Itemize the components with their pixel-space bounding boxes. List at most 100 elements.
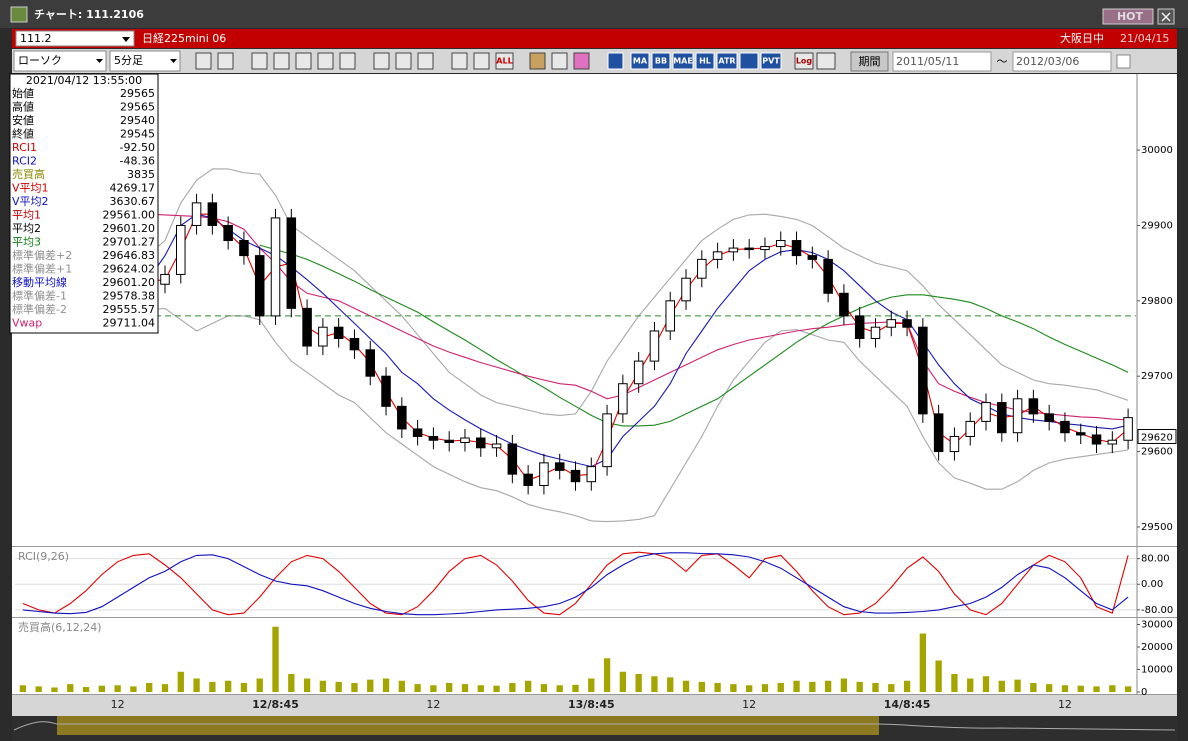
volume-bar <box>1124 686 1132 692</box>
date-separator: ～ <box>997 55 1008 68</box>
candle-body <box>918 326 928 415</box>
log-button[interactable] <box>794 52 814 70</box>
volume-bar <box>1014 679 1021 692</box>
info-value: 29540 <box>120 114 155 127</box>
hl-button[interactable] <box>695 52 715 70</box>
candle-body <box>444 439 454 444</box>
symbol-input[interactable] <box>15 30 135 47</box>
tool-button[interactable] <box>529 52 546 70</box>
tool-button[interactable] <box>373 52 390 70</box>
info-value: 29555.57 <box>103 303 156 316</box>
info-label: RCI2 <box>12 155 37 168</box>
info-value: 29545 <box>120 128 155 141</box>
candle-body <box>712 251 723 260</box>
volume-bar <box>603 658 611 692</box>
volume-bar <box>730 684 737 692</box>
from-date: 2011/05/11 <box>896 55 959 68</box>
tool-button[interactable] <box>739 52 759 70</box>
volume-bar <box>824 680 832 692</box>
dropdown-arrow <box>170 59 177 63</box>
tool-button[interactable] <box>395 52 412 70</box>
volume-bar <box>698 681 705 692</box>
bb-button[interactable] <box>651 52 671 70</box>
y-tick-label: -80.00 <box>1141 605 1173 616</box>
candle-body <box>870 326 881 340</box>
volume-bar <box>903 680 911 692</box>
info-datetime: 2021/04/12 13:55:00 <box>26 74 142 87</box>
info-label: 標準偏差-1 <box>12 289 67 303</box>
volume-bar <box>367 679 374 692</box>
candle-body <box>286 217 297 309</box>
tool-button[interactable] <box>607 52 624 70</box>
tool-button[interactable] <box>295 52 312 70</box>
tool-button[interactable] <box>273 52 290 70</box>
volume-bar <box>856 681 863 692</box>
period-button[interactable] <box>850 51 889 72</box>
volume-bar <box>114 685 121 692</box>
x-tick-label: 14/8:45 <box>884 698 931 711</box>
volume-bar <box>51 687 58 692</box>
volume-bar <box>714 683 721 692</box>
candle-body <box>1091 434 1102 445</box>
volume-bar <box>240 683 248 692</box>
plot: 29500 29600 29700 29800 29900 30000 29620 12 12/… <box>15 145 1177 711</box>
volume-bar <box>335 681 342 692</box>
date: 21/04/15 <box>1120 32 1169 45</box>
volume-bar <box>588 678 595 692</box>
zoom-button[interactable] <box>195 52 212 70</box>
volume-bar <box>619 671 627 692</box>
tool-button[interactable] <box>573 52 590 70</box>
volume-bar <box>493 685 500 692</box>
volume-bar <box>998 680 1005 692</box>
to-date-input[interactable] <box>1012 51 1112 72</box>
volume-bar <box>288 674 295 692</box>
candle-body <box>365 349 376 377</box>
candle-body <box>949 435 960 453</box>
info-label: 標準偏差-2 <box>12 302 67 316</box>
icon-label: MA <box>633 57 648 66</box>
tool-button[interactable] <box>816 52 836 70</box>
x-tick-label: 12 <box>742 698 756 711</box>
volume-bar <box>303 678 311 692</box>
chart-type: ローソク <box>18 54 62 67</box>
x-tick-label: 12/8:45 <box>252 698 299 711</box>
volume-bar <box>509 683 516 692</box>
atr-button[interactable] <box>716 52 738 70</box>
tool-button[interactable] <box>339 52 356 70</box>
hot-badge[interactable] <box>1102 8 1154 25</box>
session: 大阪日中 <box>1060 31 1104 45</box>
candle-body <box>381 375 391 407</box>
pvt-button[interactable] <box>760 52 782 70</box>
cross-button[interactable] <box>217 52 234 70</box>
tool-button[interactable] <box>317 52 334 70</box>
scroll-thumb[interactable] <box>57 716 879 735</box>
candle-body <box>807 255 818 260</box>
icon-label: BB <box>655 57 667 66</box>
all-button[interactable] <box>495 52 514 70</box>
chart-type-select[interactable] <box>13 50 107 72</box>
candle-body <box>1123 417 1133 441</box>
tool-button[interactable] <box>473 52 490 70</box>
from-date-input[interactable] <box>892 51 992 72</box>
tool-button[interactable] <box>251 52 268 70</box>
volume-bar <box>982 676 990 692</box>
info-value: 29578.38 <box>103 290 156 303</box>
candle-body <box>823 258 833 294</box>
symbol-name: 日経225mini 06 <box>142 32 226 45</box>
hot-label: HOT <box>1117 10 1144 23</box>
tool-button[interactable] <box>417 52 434 70</box>
mae-button[interactable] <box>672 52 694 70</box>
candle-body <box>775 240 786 248</box>
icon-label: MAE <box>673 57 693 66</box>
ma-button[interactable] <box>630 52 650 70</box>
candle-body <box>649 330 660 362</box>
volume-bar <box>556 685 563 692</box>
y-tick-label: 30000 <box>1141 620 1173 631</box>
tool-button[interactable] <box>551 52 568 70</box>
icon-label: HL <box>699 57 711 66</box>
interval-select[interactable] <box>109 50 181 72</box>
candle-body <box>223 224 233 242</box>
checkbox[interactable] <box>1116 54 1131 69</box>
tool-button[interactable] <box>451 52 468 70</box>
volume-bar <box>1093 686 1100 692</box>
